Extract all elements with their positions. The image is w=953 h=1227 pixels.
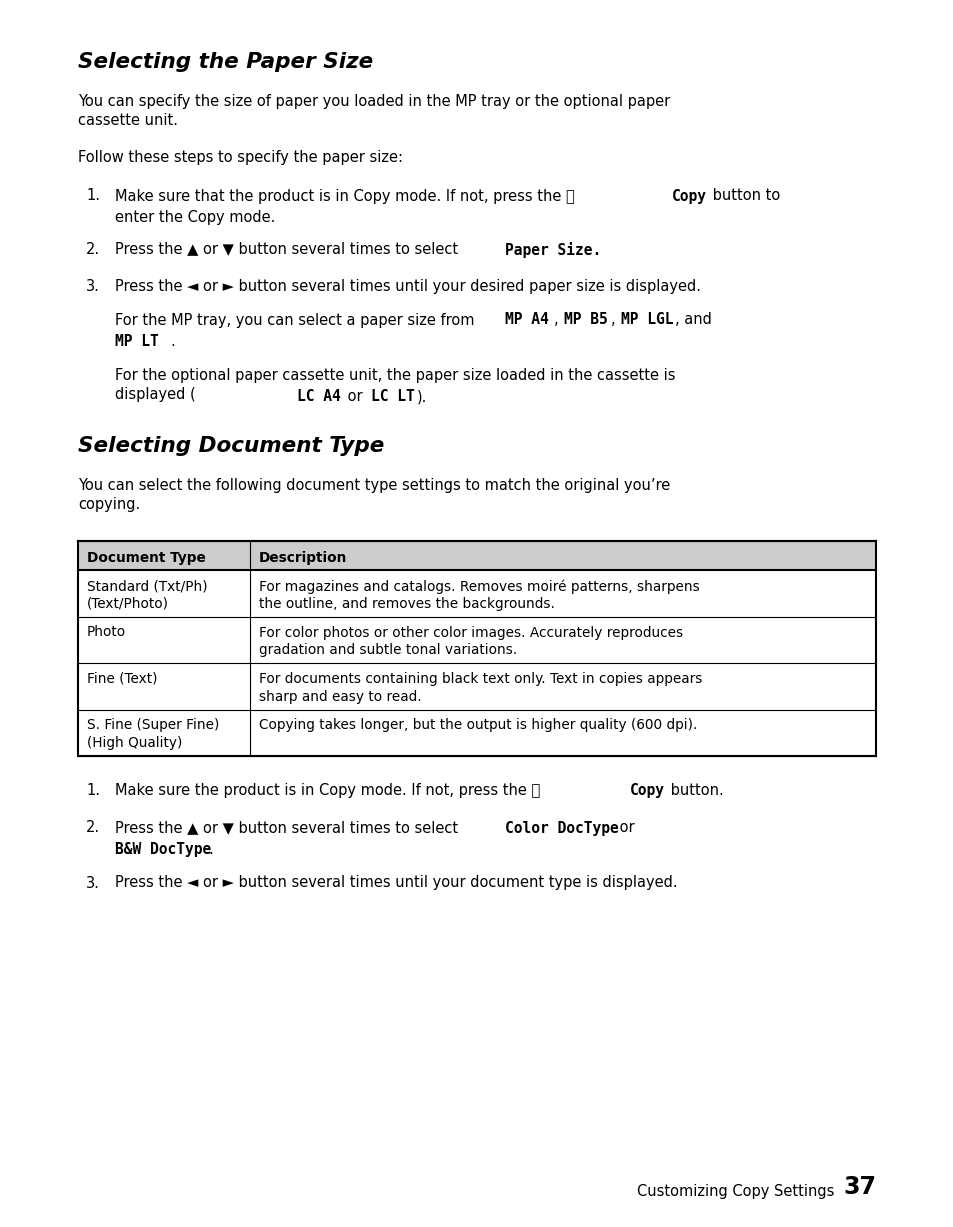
- Text: Press the ▲ or ▼ button several times to select: Press the ▲ or ▼ button several times to…: [115, 821, 462, 836]
- Text: For magazines and catalogs. Removes moiré patterns, sharpens
the outline, and re: For magazines and catalogs. Removes moir…: [258, 579, 699, 611]
- Text: For documents containing black text only. Text in copies appears
sharp and easy : For documents containing black text only…: [258, 672, 701, 704]
- Text: For the optional paper cassette unit, the paper size loaded in the cassette is
d: For the optional paper cassette unit, th…: [115, 368, 675, 401]
- Text: Selecting Document Type: Selecting Document Type: [78, 436, 384, 455]
- Text: Document Type: Document Type: [87, 551, 206, 566]
- Text: Press the ▲ or ▼ button several times to select: Press the ▲ or ▼ button several times to…: [115, 242, 462, 256]
- Text: Copy: Copy: [671, 189, 706, 204]
- Text: Fine (Text): Fine (Text): [87, 672, 157, 686]
- Text: enter the Copy mode.: enter the Copy mode.: [115, 210, 275, 225]
- Text: .: .: [208, 842, 213, 856]
- Text: 3.: 3.: [86, 876, 100, 891]
- Text: LC A4: LC A4: [296, 389, 340, 404]
- Text: 1.: 1.: [86, 189, 100, 204]
- Text: or: or: [343, 389, 367, 404]
- Text: Copying takes longer, but the output is higher quality (600 dpi).: Copying takes longer, but the output is …: [258, 719, 697, 733]
- Text: Make sure the product is in Copy mode. If not, press the Ⓒ: Make sure the product is in Copy mode. I…: [115, 783, 544, 798]
- Text: For the MP tray, you can select a paper size from: For the MP tray, you can select a paper …: [115, 313, 478, 328]
- Text: Paper Size.: Paper Size.: [504, 242, 600, 258]
- Text: 1.: 1.: [86, 783, 100, 798]
- Text: For color photos or other color images. Accurately reproduces
gradation and subt: For color photos or other color images. …: [258, 626, 682, 658]
- Text: Press the ◄ or ► button several times until your desired paper size is displayed: Press the ◄ or ► button several times un…: [115, 279, 700, 294]
- Text: S. Fine (Super Fine)
(High Quality): S. Fine (Super Fine) (High Quality): [87, 719, 219, 751]
- Text: You can specify the size of paper you loaded in the MP tray or the optional pape: You can specify the size of paper you lo…: [78, 94, 670, 128]
- Text: ).: ).: [416, 389, 427, 404]
- Text: 3.: 3.: [86, 279, 100, 294]
- Text: ,: ,: [610, 313, 619, 328]
- Bar: [78, 541, 875, 571]
- Text: Customizing Copy Settings: Customizing Copy Settings: [637, 1184, 843, 1199]
- Text: Standard (Txt/Ph)
(Text/Photo): Standard (Txt/Ph) (Text/Photo): [87, 579, 208, 611]
- Text: Make sure that the product is in Copy mode. If not, press the Ⓒ: Make sure that the product is in Copy mo…: [115, 189, 578, 204]
- Text: 2.: 2.: [86, 242, 100, 256]
- Text: Follow these steps to specify the paper size:: Follow these steps to specify the paper …: [78, 150, 402, 164]
- Text: or: or: [615, 821, 634, 836]
- Text: Selecting the Paper Size: Selecting the Paper Size: [78, 52, 373, 72]
- Text: MP A4: MP A4: [504, 313, 548, 328]
- Text: .: .: [170, 334, 174, 348]
- Text: ,: ,: [554, 313, 562, 328]
- Text: 37: 37: [842, 1175, 875, 1199]
- Text: B&W DocType: B&W DocType: [115, 842, 211, 856]
- Text: 2.: 2.: [86, 821, 100, 836]
- Text: Color DocType: Color DocType: [504, 821, 618, 836]
- Text: Press the ◄ or ► button several times until your document type is displayed.: Press the ◄ or ► button several times un…: [115, 876, 677, 891]
- Text: Description: Description: [258, 551, 347, 566]
- Text: button to: button to: [707, 189, 780, 204]
- Text: MP B5: MP B5: [563, 313, 607, 328]
- Text: MP LT: MP LT: [115, 334, 158, 348]
- Text: Copy: Copy: [629, 783, 664, 798]
- Text: LC LT: LC LT: [371, 389, 415, 404]
- Text: button.: button.: [665, 783, 723, 798]
- Text: You can select the following document type settings to match the original you’re: You can select the following document ty…: [78, 477, 670, 512]
- Text: Photo: Photo: [87, 626, 126, 639]
- Text: , and: , and: [675, 313, 711, 328]
- Text: MP LGL: MP LGL: [620, 313, 673, 328]
